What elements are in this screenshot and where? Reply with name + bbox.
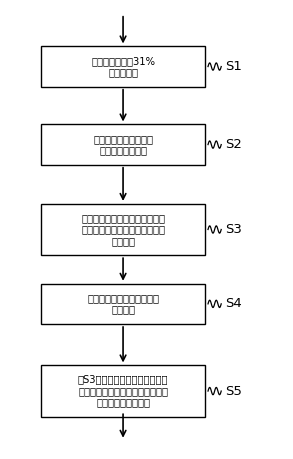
Text: S5: S5 <box>225 385 242 397</box>
Text: 提供国标试剂级31%
的盐酸原料: 提供国标试剂级31% 的盐酸原料 <box>91 56 155 78</box>
FancyBboxPatch shape <box>41 284 205 324</box>
Text: 由S3所得到的成品进入成品槽，
经过超滤去除颗粒后得到最终的应
用于电子行业的盐酸: 由S3所得到的成品进入成品槽， 经过超滤去除颗粒后得到最终的应 用于电子行业的盐… <box>78 375 168 408</box>
FancyBboxPatch shape <box>41 204 205 255</box>
Text: 再用自来水对盐酸尾气进行
吸收处理: 再用自来水对盐酸尾气进行 吸收处理 <box>87 293 159 315</box>
Text: 采用饱和蕊汽对再永器加热，加
热产生的盐酸蕊汽经过冷凝器后
得到成品: 采用饱和蕊汽对再永器加热，加 热产生的盐酸蕊汽经过冷凝器后 得到成品 <box>81 213 165 246</box>
FancyBboxPatch shape <box>41 365 205 417</box>
Text: S2: S2 <box>225 138 242 151</box>
Text: S4: S4 <box>225 297 242 310</box>
FancyBboxPatch shape <box>41 124 205 165</box>
FancyBboxPatch shape <box>41 46 205 87</box>
Text: 经过微滤进入预热器预
热后进入再永器内: 经过微滤进入预热器预 热后进入再永器内 <box>93 134 153 156</box>
Text: S1: S1 <box>225 60 242 73</box>
Text: S3: S3 <box>225 223 242 236</box>
